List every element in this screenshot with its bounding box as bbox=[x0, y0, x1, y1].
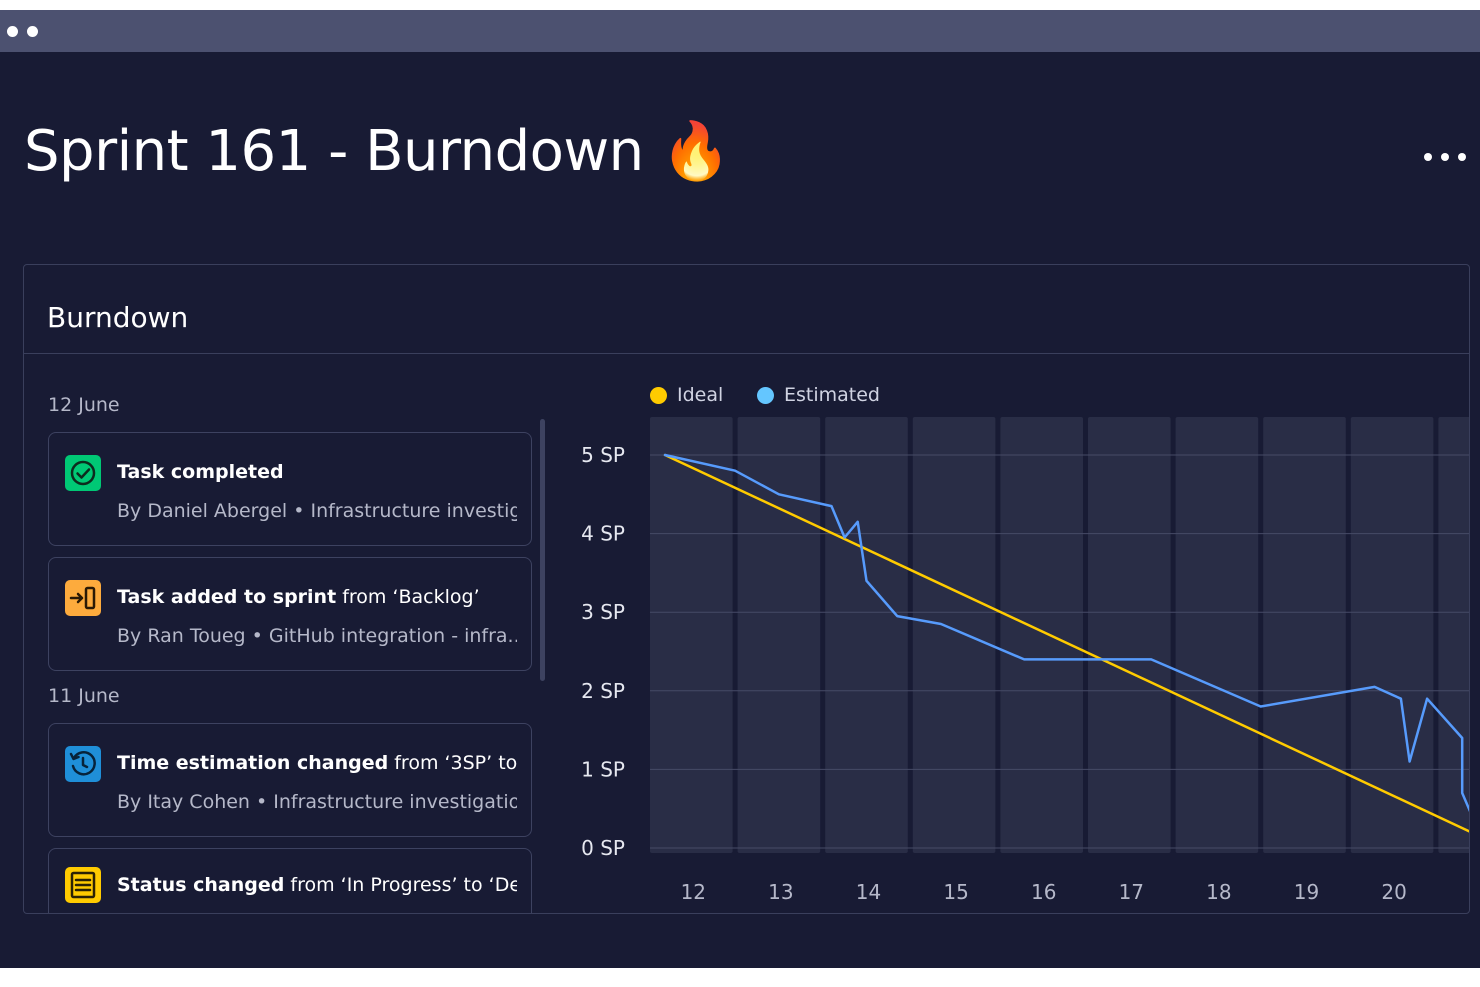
legend-label-estimated: Estimated bbox=[784, 384, 880, 406]
activity-subtitle: By Itay Cohen • Infrastructure investiga… bbox=[117, 791, 517, 813]
arrow-into-column-icon bbox=[65, 580, 101, 616]
legend-dot-estimated bbox=[757, 387, 774, 404]
day-column bbox=[1438, 417, 1469, 853]
activity-item[interactable]: Task added to sprint from ‘Backlog’ By R… bbox=[48, 557, 532, 671]
window-titlebar bbox=[0, 10, 1480, 52]
x-tick-label: 16 bbox=[1031, 880, 1056, 904]
x-tick-label: 15 bbox=[943, 880, 968, 904]
fire-icon: 🔥 bbox=[660, 119, 731, 184]
series-line-estimated bbox=[663, 453, 1469, 813]
y-tick-label: 2 SP bbox=[581, 679, 625, 703]
page-title-text: Sprint 161 - Burndown bbox=[24, 119, 644, 184]
series-line-ideal bbox=[663, 453, 1469, 833]
window-control-dot[interactable] bbox=[27, 26, 38, 37]
day-column bbox=[1350, 417, 1434, 853]
feed-date-heading: 11 June bbox=[48, 685, 120, 707]
activity-title: Time estimation changed from ‘3SP’ to ‘5… bbox=[117, 752, 517, 774]
window-control-dot[interactable] bbox=[7, 26, 18, 37]
page-title: Sprint 161 - Burndown 🔥 bbox=[24, 118, 731, 184]
burndown-chart: 0 SP 1 SP 2 SP 3 SP 4 SP 5 SP 12 13 14 15 16 17 18 19… bbox=[581, 417, 1470, 904]
legend-dot-ideal bbox=[650, 387, 667, 404]
x-tick-label: 12 bbox=[681, 880, 706, 904]
x-tick-label: 21 bbox=[1469, 880, 1470, 904]
day-column bbox=[825, 417, 908, 853]
x-tick-label: 13 bbox=[768, 880, 793, 904]
day-column bbox=[650, 417, 733, 853]
activity-subtitle: By Ran Toueg • GitHub integration - infr… bbox=[117, 625, 517, 647]
app-window: Sprint 161 - Burndown 🔥 Burndown 12 June… bbox=[0, 10, 1480, 968]
y-tick-label: 0 SP bbox=[581, 836, 625, 860]
day-column bbox=[1263, 417, 1346, 853]
y-tick-label: 3 SP bbox=[581, 600, 625, 624]
card-title: Burndown bbox=[47, 301, 189, 334]
activity-item[interactable]: Status changed from ‘In Progress’ to ‘De… bbox=[48, 848, 532, 913]
x-tick-label: 20 bbox=[1381, 880, 1406, 904]
x-tick-label: 19 bbox=[1294, 880, 1319, 904]
clock-history-icon bbox=[65, 746, 101, 782]
y-tick-label: 4 SP bbox=[581, 522, 625, 546]
activity-item[interactable]: Time estimation changed from ‘3SP’ to ‘5… bbox=[48, 723, 532, 837]
day-column bbox=[1000, 417, 1083, 853]
day-column bbox=[1175, 417, 1259, 853]
y-tick-label: 1 SP bbox=[581, 757, 625, 781]
activity-feed: 12 June Task completed By Daniel Abergel… bbox=[24, 354, 554, 913]
activity-title: Status changed from ‘In Progress’ to ‘De… bbox=[117, 874, 517, 896]
feed-date-heading: 12 June bbox=[48, 394, 120, 416]
x-tick-label: 18 bbox=[1206, 880, 1231, 904]
activity-item[interactable]: Task completed By Daniel Abergel • Infra… bbox=[48, 432, 532, 546]
activity-subtitle: By Daniel Abergel • Infrastructure inves… bbox=[117, 500, 517, 522]
more-options-icon[interactable] bbox=[1424, 150, 1466, 164]
list-document-icon bbox=[65, 867, 101, 903]
y-tick-label: 5 SP bbox=[581, 443, 625, 467]
burndown-card: Burndown 12 June Task completed By Danie… bbox=[23, 264, 1470, 914]
day-column bbox=[912, 417, 996, 853]
day-column bbox=[737, 417, 821, 853]
day-column bbox=[1088, 417, 1171, 853]
card-divider bbox=[24, 353, 1469, 354]
x-tick-label: 14 bbox=[856, 880, 881, 904]
check-circle-icon bbox=[65, 455, 101, 491]
activity-title: Task completed bbox=[117, 461, 284, 483]
legend-label-ideal: Ideal bbox=[677, 384, 724, 406]
x-tick-label: 17 bbox=[1119, 880, 1144, 904]
activity-title: Task added to sprint from ‘Backlog’ bbox=[117, 586, 480, 608]
feed-scrollbar[interactable] bbox=[540, 419, 545, 681]
